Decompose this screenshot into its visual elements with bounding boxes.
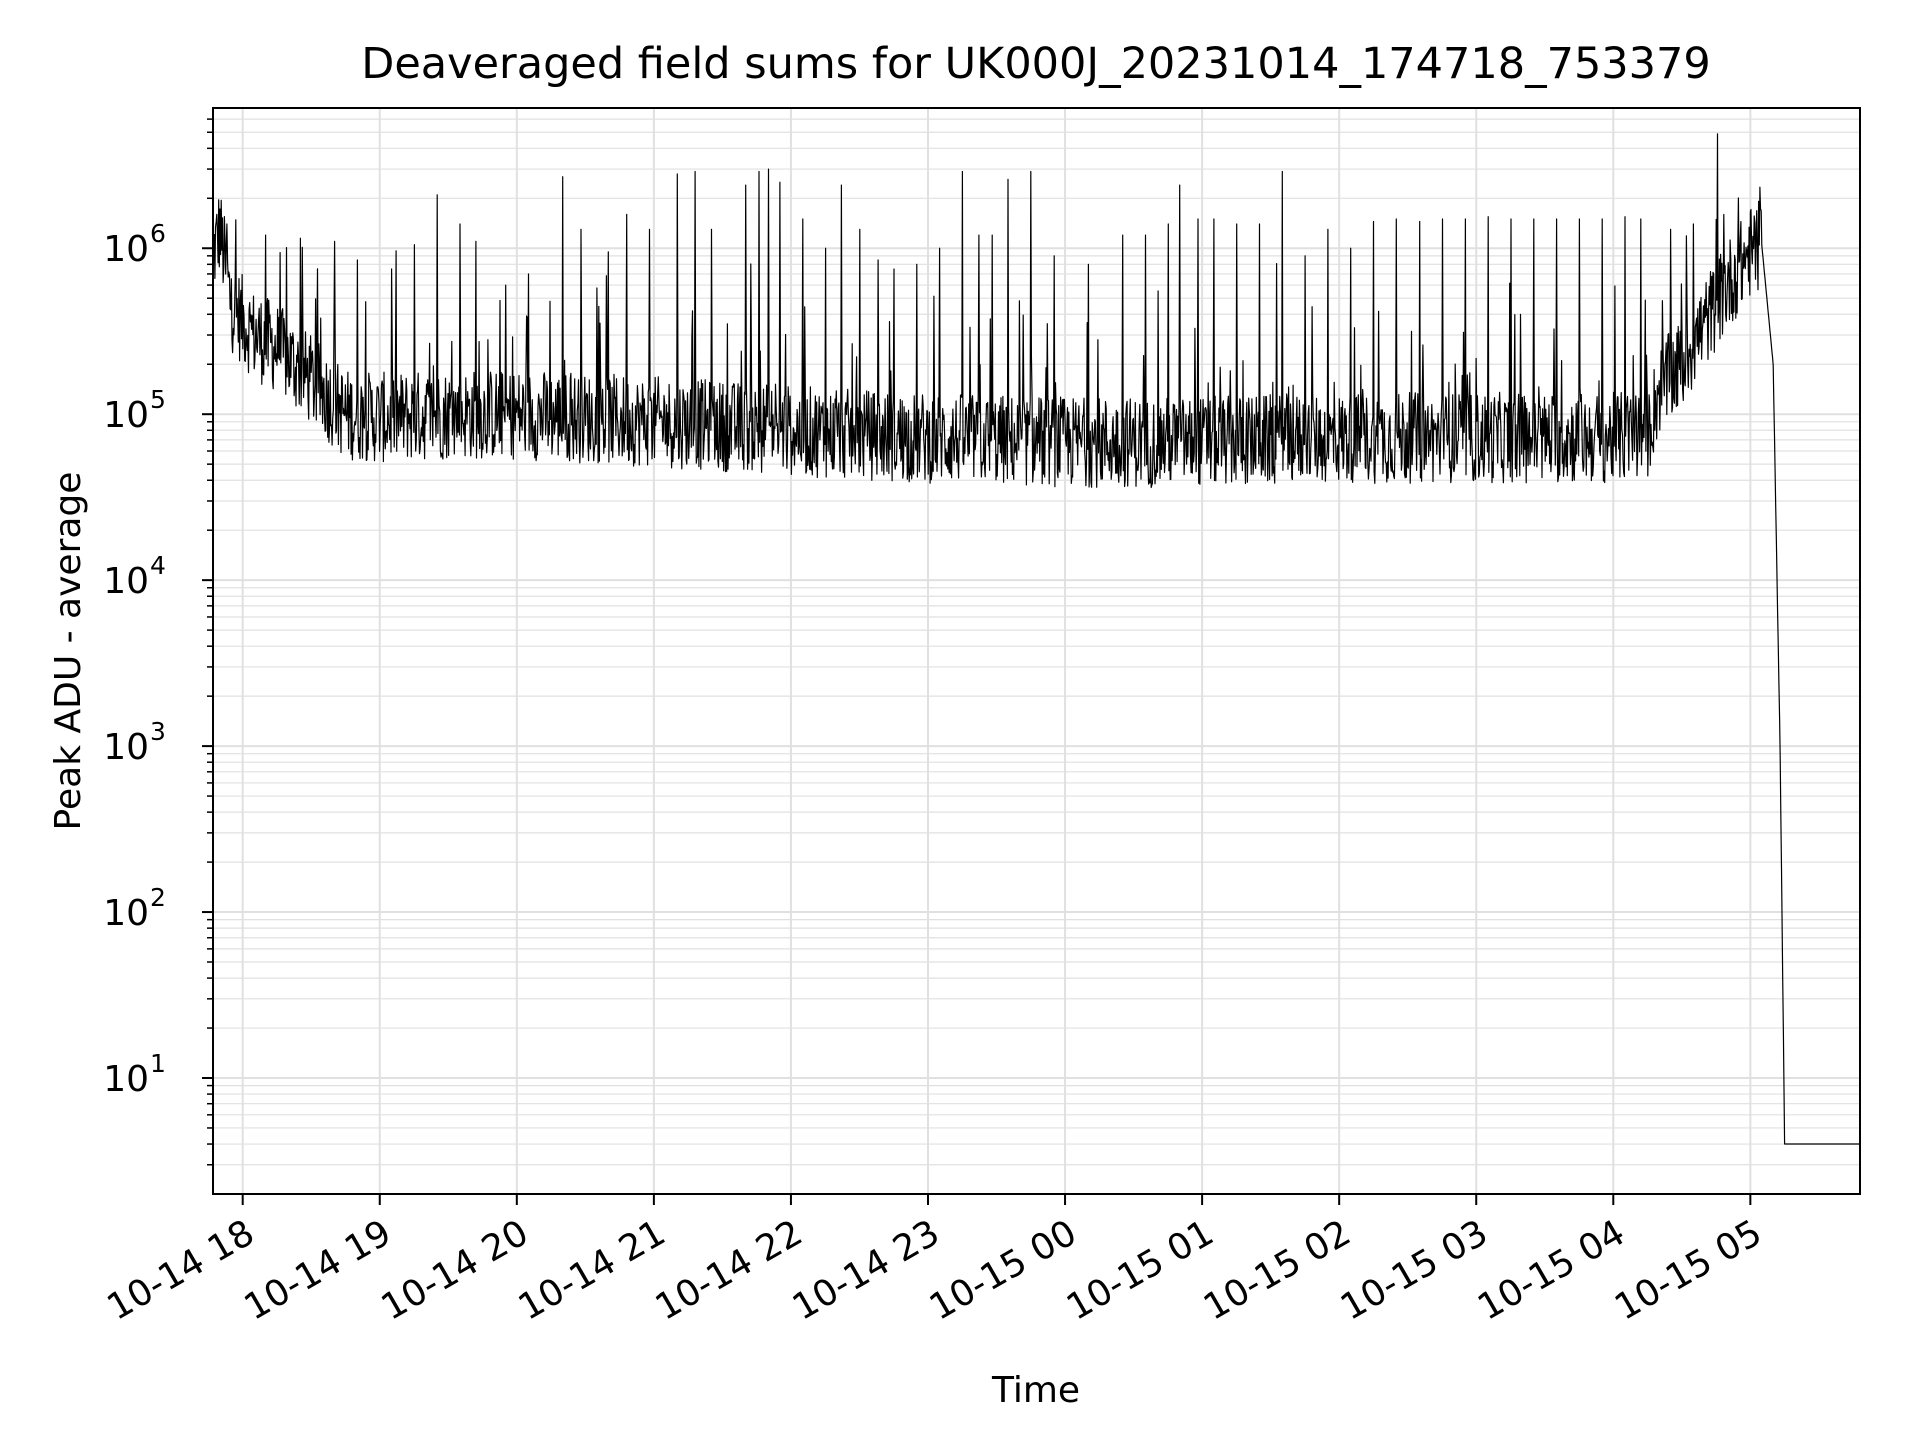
y-tick-base: 10 <box>103 395 149 436</box>
y-tick-exponent: 1 <box>150 1049 166 1078</box>
y-axis-label: Peak ADU - average <box>48 472 89 831</box>
y-tick-base: 10 <box>103 229 149 270</box>
series-line <box>212 133 1860 1145</box>
y-tick-base: 10 <box>103 561 149 602</box>
y-tick-label: 10 2 <box>103 883 166 934</box>
y-tick-label: 10 6 <box>103 219 166 270</box>
y-tick-label: 10 4 <box>103 551 166 602</box>
y-tick-label: 10 3 <box>103 717 166 768</box>
y-tick-base: 10 <box>103 727 149 768</box>
y-tick-exponent: 2 <box>150 883 166 912</box>
series-layer <box>212 133 1860 1145</box>
y-tick-label: 10 1 <box>103 1049 166 1100</box>
y-tick-base: 10 <box>103 893 149 934</box>
y-tick-exponent: 6 <box>150 219 166 248</box>
y-tick-exponent: 4 <box>150 551 166 580</box>
y-tick-base: 10 <box>103 1059 149 1100</box>
y-tick-exponent: 5 <box>150 385 166 414</box>
y-tick-exponent: 3 <box>150 717 166 746</box>
y-tick-label: 10 5 <box>103 385 166 436</box>
plot-frame <box>212 107 1861 1195</box>
x-axis-label: Time <box>991 1370 1080 1411</box>
chart-title: Deaveraged field sums for UK000J_2023101… <box>361 39 1711 89</box>
